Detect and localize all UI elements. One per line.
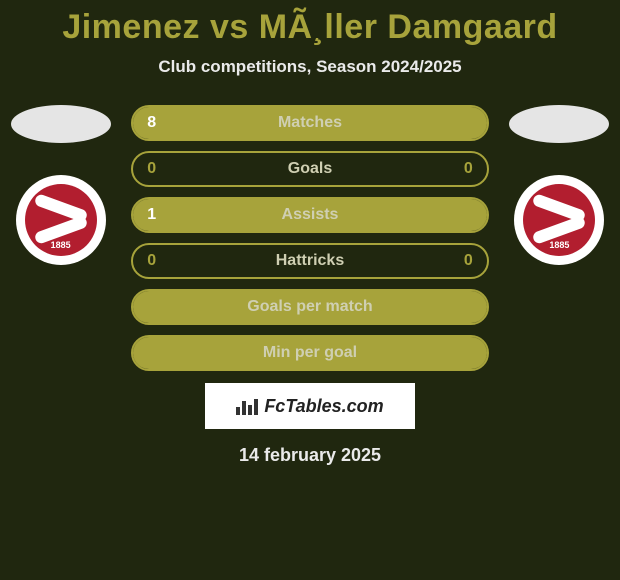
- stat-row: 0 Goals 0: [131, 151, 489, 187]
- stat-row: Min per goal: [131, 335, 489, 371]
- stat-row: 1 Assists: [131, 197, 489, 233]
- stat-row: 0 Hattricks 0: [131, 243, 489, 279]
- club-badge-inner-left: 1885: [25, 184, 97, 256]
- club-year-right: 1885: [549, 240, 569, 250]
- stat-value-left: 1: [147, 206, 156, 224]
- fctables-icon: [236, 397, 258, 415]
- stats-column: 8 Matches 0 Goals 0 1 Assists 0 Hattricks 0 Goals …: [131, 105, 489, 371]
- stat-value-left: 0: [147, 160, 156, 178]
- stat-label: Assists: [282, 206, 339, 224]
- stat-row: Goals per match: [131, 289, 489, 325]
- date-line: 14 february 2025: [0, 445, 620, 466]
- stat-label: Min per goal: [263, 344, 357, 362]
- subtitle: Club competitions, Season 2024/2025: [0, 57, 620, 77]
- stat-label: Goals: [288, 160, 332, 178]
- player-avatar-right: [509, 105, 609, 143]
- comparison-card: Jimenez vs MÃ¸ller Damgaard Club competi…: [0, 0, 620, 466]
- main-row: 1885 8 Matches 0 Goals 0 1 Assists 0 Hattricks 0 G…: [0, 105, 620, 371]
- stat-label: Hattricks: [276, 252, 344, 270]
- right-side: 1885: [505, 105, 614, 265]
- stat-value-left: 8: [147, 114, 156, 132]
- brand-text: FcTables.com: [264, 396, 383, 417]
- club-year-left: 1885: [51, 240, 71, 250]
- stat-value-right: 0: [464, 252, 473, 270]
- club-badge-inner-right: 1885: [523, 184, 595, 256]
- stat-row: 8 Matches: [131, 105, 489, 141]
- player-avatar-left: [11, 105, 111, 143]
- stat-value-right: 0: [464, 160, 473, 178]
- left-side: 1885: [6, 105, 115, 265]
- club-badge-left: 1885: [16, 175, 106, 265]
- page-title: Jimenez vs MÃ¸ller Damgaard: [0, 8, 620, 47]
- stat-label: Goals per match: [247, 298, 372, 316]
- stat-label: Matches: [278, 114, 342, 132]
- club-badge-right: 1885: [514, 175, 604, 265]
- stat-value-left: 0: [147, 252, 156, 270]
- brand-box[interactable]: FcTables.com: [205, 383, 415, 429]
